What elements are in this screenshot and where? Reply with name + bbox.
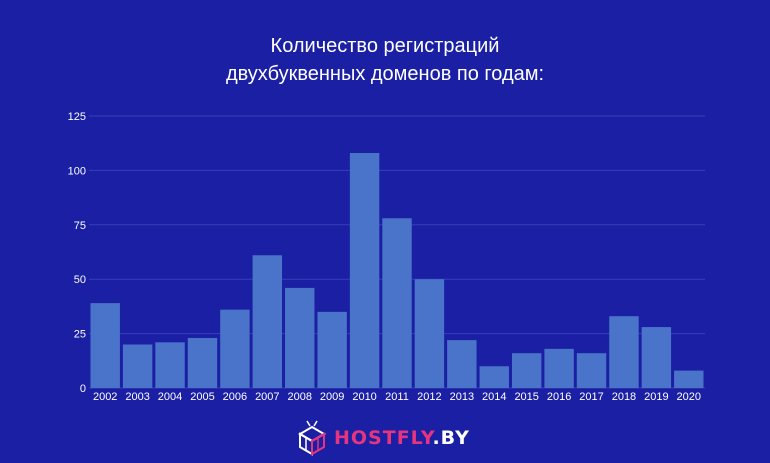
y-tick-label: 125 xyxy=(68,111,86,123)
y-tick-label: 25 xyxy=(74,329,86,341)
x-tick-label: 2002 xyxy=(93,391,117,403)
bar-2017 xyxy=(576,353,607,388)
bar-2005 xyxy=(187,337,218,388)
logo-text-hostfly: HOSTFLY xyxy=(334,427,433,449)
chart-title: Количество регистраций двухбуквенных дом… xyxy=(0,32,770,88)
bar-2016 xyxy=(544,348,574,388)
bar-2018 xyxy=(609,316,639,388)
chart-title-line-2: двухбуквенных доменов по годам: xyxy=(225,63,545,85)
bar-2013 xyxy=(447,340,477,388)
bar-2011 xyxy=(382,218,412,388)
bar-2007 xyxy=(252,255,283,388)
x-tick-label: 2003 xyxy=(125,391,149,403)
bar-2010 xyxy=(349,152,380,388)
bars xyxy=(90,152,704,388)
x-tick-label: 2019 xyxy=(644,391,668,403)
bar-2002 xyxy=(90,303,120,388)
x-tick-label: 2020 xyxy=(677,391,701,403)
bar-2003 xyxy=(122,344,153,388)
bar-2020 xyxy=(674,370,704,388)
bar-2004 xyxy=(155,342,185,388)
bar-2008 xyxy=(285,287,315,388)
x-tick-label: 2016 xyxy=(547,391,571,403)
bar-2012 xyxy=(414,279,445,388)
logo-text-by: .BY xyxy=(432,427,470,449)
bar-2019 xyxy=(641,327,672,388)
bar-2009 xyxy=(317,311,347,388)
x-tick-label: 2006 xyxy=(223,391,247,403)
x-axis: 2002 2003 2004 2005 2006 2007 2008 2009 2010 2011… xyxy=(93,391,701,403)
logo-text: HOSTFLY.BY xyxy=(334,418,470,458)
y-tick-label: 100 xyxy=(68,165,86,177)
x-tick-label: 2014 xyxy=(482,391,506,403)
x-tick-label: 2012 xyxy=(417,391,441,403)
y-tick-label: 75 xyxy=(74,220,86,232)
bar-2015 xyxy=(511,353,542,388)
x-tick-label: 2010 xyxy=(352,391,376,403)
x-tick-label: 2017 xyxy=(579,391,603,403)
y-tick-label: 50 xyxy=(74,274,86,286)
y-axis: 0 25 50 75 100 125 xyxy=(68,111,86,395)
x-tick-label: 2008 xyxy=(287,391,311,403)
cube-box-icon xyxy=(298,420,326,456)
x-tick-label: 2015 xyxy=(514,391,538,403)
x-tick-label: 2018 xyxy=(612,391,636,403)
x-tick-label: 2007 xyxy=(255,391,279,403)
hostfly-logo[interactable]: HOSTFLY.BY xyxy=(298,418,470,458)
x-tick-label: 2011 xyxy=(385,391,409,403)
y-tick-label: 0 xyxy=(80,383,86,395)
bar-2014 xyxy=(479,366,509,388)
x-tick-label: 2013 xyxy=(450,391,474,403)
bar-2006 xyxy=(220,309,250,388)
chart-title-line-1: Количество регистраций xyxy=(270,35,500,57)
x-tick-label: 2005 xyxy=(190,391,214,403)
x-tick-label: 2004 xyxy=(158,391,182,403)
x-tick-label: 2009 xyxy=(320,391,344,403)
